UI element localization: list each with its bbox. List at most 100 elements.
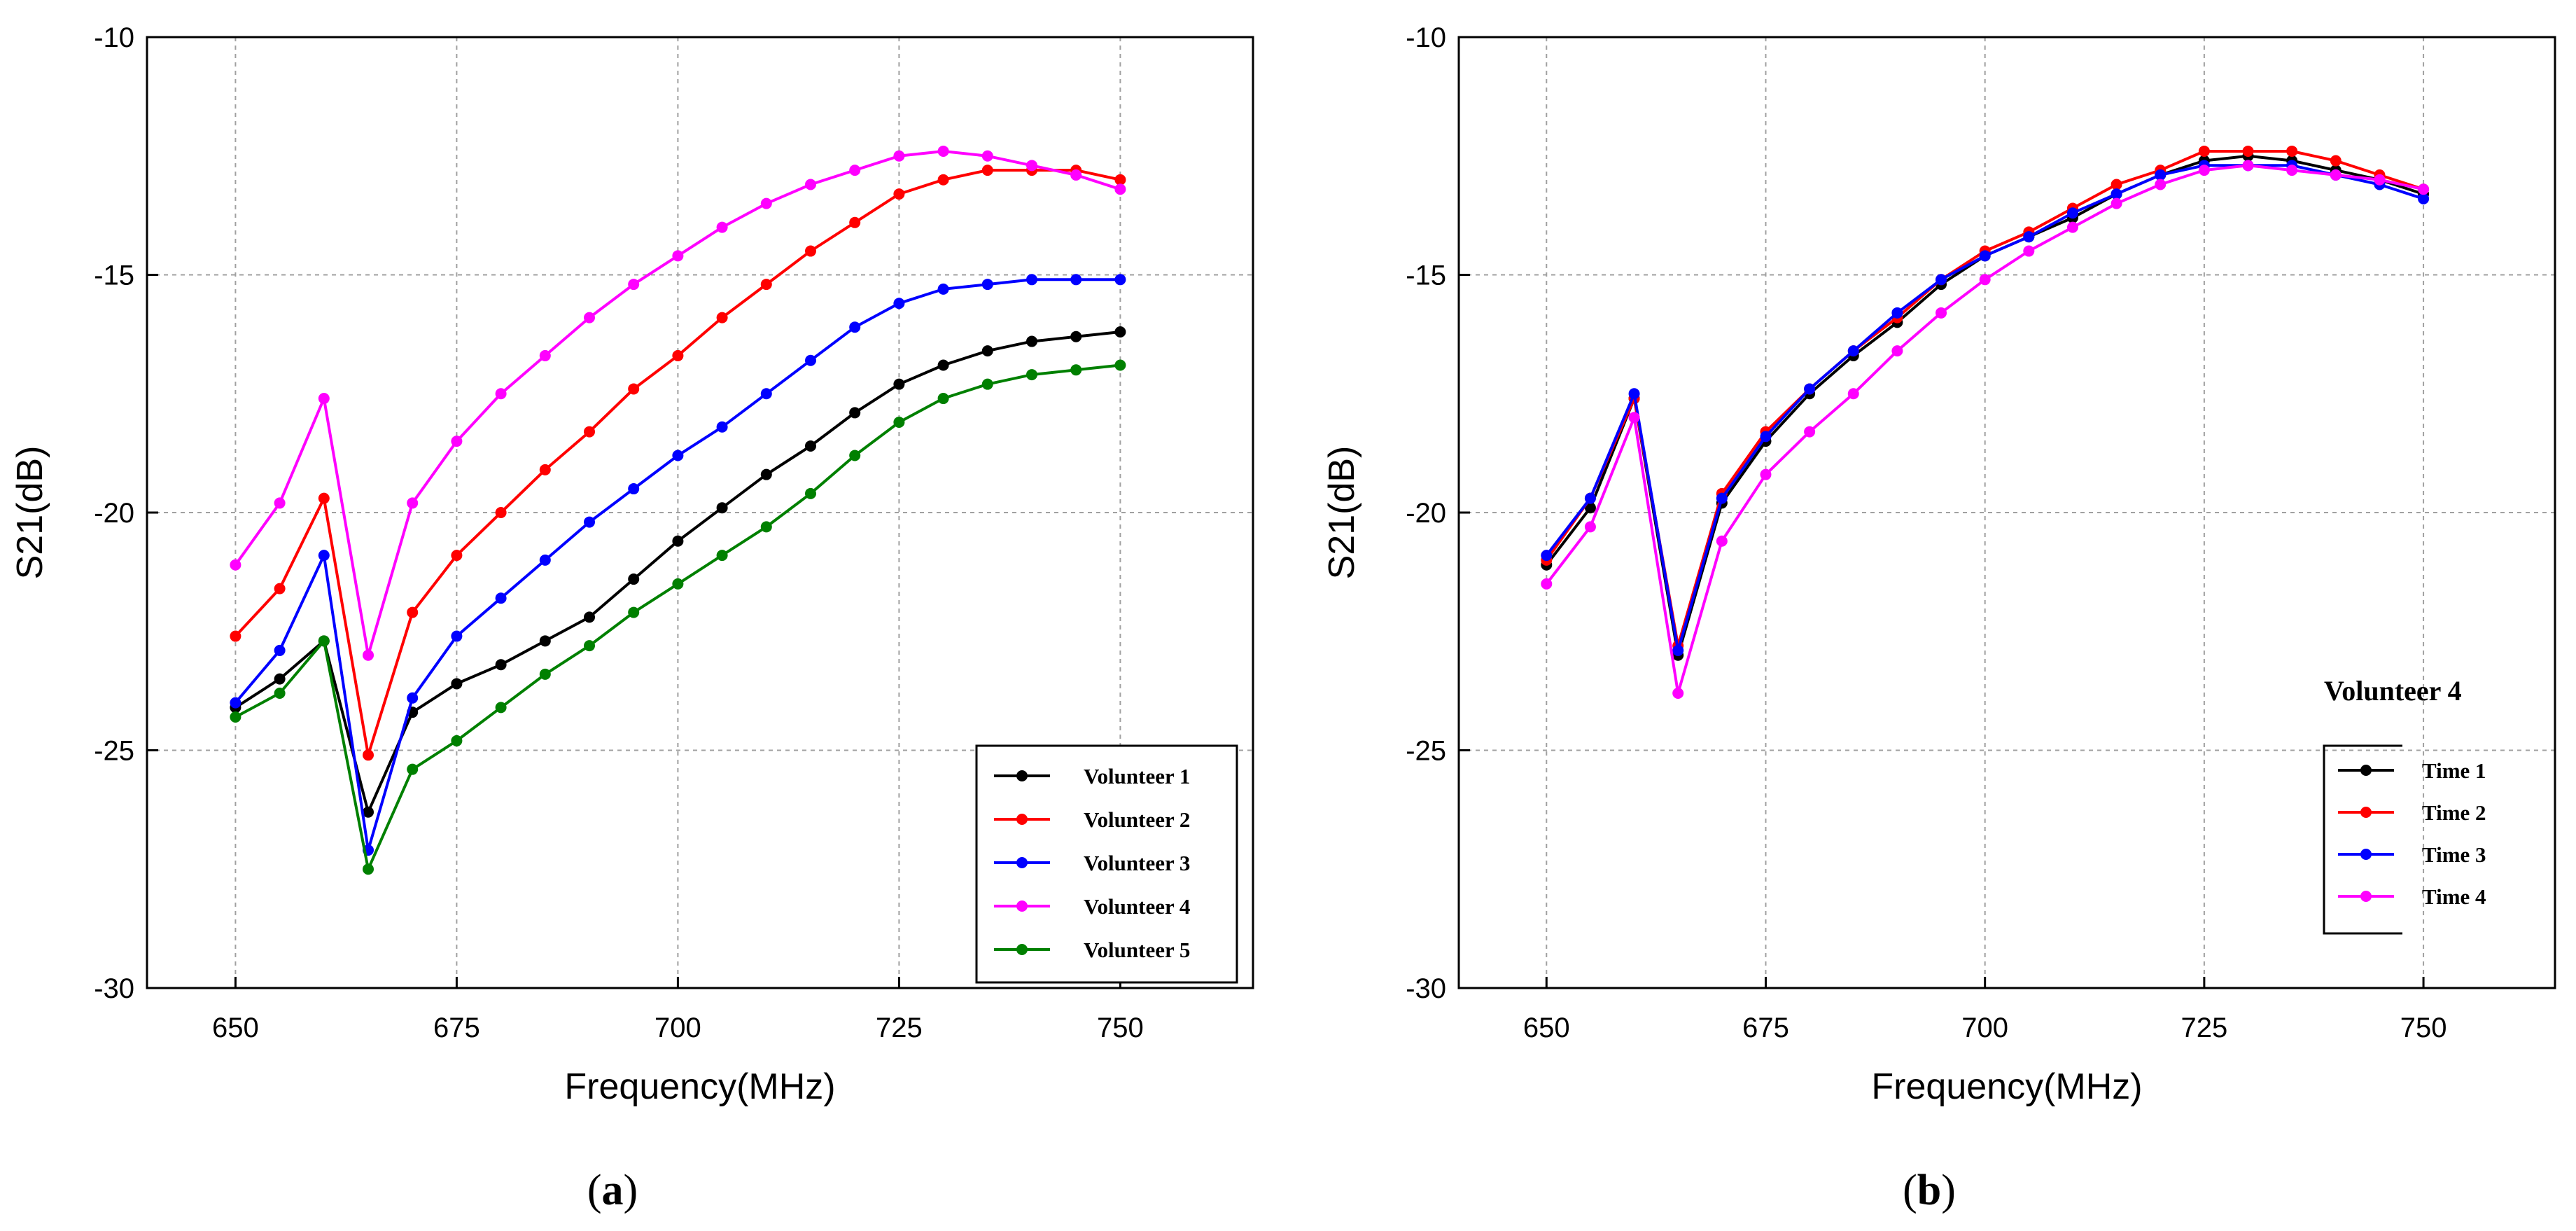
chart-a-series-4-point	[407, 497, 419, 509]
chart-a-series-2-point	[274, 583, 286, 594]
chart-a-series-3-point	[805, 354, 816, 366]
chart-a-series-2-point	[584, 426, 595, 438]
chart-a-series-1-point	[1114, 326, 1126, 338]
chart-b-series-4-point	[1979, 274, 1991, 286]
chart-a-series-3-point	[318, 550, 330, 562]
chart-a-series-2-point	[230, 630, 241, 642]
chart-b-series-4-point	[2066, 221, 2078, 233]
chart-b-series-4-point	[1628, 412, 1640, 424]
chart-b-series-4-point	[1541, 578, 1553, 590]
chart-a-series-3-point	[451, 630, 463, 642]
chart-a-x-tick-label: 675	[433, 1013, 480, 1043]
chart-a-series-2-point	[672, 349, 684, 361]
chart-a-series-1-point	[1026, 335, 1037, 347]
chart-b-series-3-point	[1760, 431, 1772, 443]
chart-a-x-axis-title: Frequency(MHz)	[564, 1066, 835, 1107]
chart-b-series-4-point	[1804, 426, 1816, 438]
chart-a-series-1-point	[451, 678, 463, 690]
chart-a-series-5-point	[451, 735, 463, 746]
chart-a-series-3-point	[716, 421, 728, 433]
chart-a-series-5-point	[363, 863, 374, 875]
chart-a-y-tick-label: -20	[94, 498, 134, 529]
chart-b-x-tick-label: 750	[2400, 1013, 2447, 1043]
chart-b-series-4-point	[2242, 160, 2254, 172]
chart-a-series-4-point	[628, 279, 640, 291]
chart-a-legend-swatch-marker	[1016, 944, 1028, 955]
chart-b-series-3-point	[1584, 492, 1596, 504]
chart-a-series-5-point	[1026, 369, 1037, 381]
chart-b-legend-swatch-marker	[2360, 807, 2372, 818]
chart-b-series-4-point	[1672, 688, 1684, 700]
chart-b-series-3-point	[2418, 193, 2430, 204]
chart-a-series-2-point	[628, 383, 640, 395]
chart-a-series-3-point	[672, 450, 684, 461]
chart-a-series-5-point	[495, 702, 507, 714]
chart-a-series-5-point	[318, 635, 330, 647]
chart-b-series-4-point	[2198, 165, 2210, 176]
chart-a-series-5-point	[849, 450, 861, 461]
chart-a-series-2-point	[539, 464, 551, 475]
chart-a-series-3-point	[849, 321, 861, 333]
chart-a-series-4-point	[805, 179, 816, 190]
chart-a-series-1-point	[805, 440, 816, 452]
chart-b-series-4-point	[2286, 165, 2298, 176]
chart-a-series-3-point	[981, 279, 993, 291]
chart-a-series-4-point	[1070, 169, 1082, 181]
chart-b-series-4-point	[1584, 521, 1596, 533]
chart-a-legend-label: Volunteer 2	[1084, 807, 1190, 832]
chart-b-series-4-point	[2110, 197, 2122, 209]
chart-b-series-3-point	[1541, 550, 1553, 562]
chart-a-series-3-point	[230, 697, 241, 709]
chart-b-series-4-point	[1760, 468, 1772, 480]
chart-b-legend-swatch-marker	[2360, 891, 2372, 902]
chart-a-series-4-point	[672, 250, 684, 262]
chart-a-legend-label: Volunteer 1	[1084, 764, 1190, 788]
chart-a-series-1-point	[1070, 331, 1082, 342]
chart-b-legend-swatch-marker	[2360, 765, 2372, 776]
chart-a-series-3-point	[1070, 274, 1082, 286]
chart-b-x-tick-label: 700	[1961, 1013, 2008, 1043]
chart-a-series-2-point	[363, 749, 374, 761]
chart-a-series-4-point	[760, 197, 772, 209]
chart-a-series-4-point	[451, 436, 463, 447]
chart-a-series-2-point	[318, 492, 330, 504]
chart-b-x-tick-label: 725	[2181, 1013, 2228, 1043]
chart-a-series-4-point	[230, 559, 241, 571]
chart-a-legend-label: Volunteer 4	[1084, 894, 1190, 919]
chart-a-series-4-point	[849, 165, 861, 176]
chart-b-series-3-point	[1716, 492, 1728, 504]
chart-a-series-1-point	[893, 378, 905, 390]
chart-b-series-4-point	[1935, 307, 1947, 319]
chart-a-series-1-point	[363, 806, 374, 818]
chart-a-series-5-point	[716, 550, 728, 562]
chart-a-series-3-point	[1114, 274, 1126, 286]
chart-a-series-2-point	[1114, 174, 1126, 186]
chart-a-series-5-point	[407, 763, 419, 775]
chart-b-series-4-point	[2023, 245, 2035, 257]
chart-a-series-2-point	[981, 165, 993, 176]
chart-b-panel-caption: (b)	[1903, 1167, 1956, 1214]
chart-a-series-1-point	[584, 611, 595, 623]
chart-b-series-2-point	[2330, 155, 2342, 167]
chart-a-y-tick-label: -15	[94, 260, 134, 291]
chart-a-series-1-point	[628, 573, 640, 585]
chart-a-series-5-point	[628, 606, 640, 618]
chart-a-series-4-point	[981, 150, 993, 162]
chart-a-series-5-point	[981, 378, 993, 390]
chart-a-x-tick-label: 725	[876, 1013, 923, 1043]
chart-a-series-3-point	[760, 388, 772, 400]
chart-a-series-5-point	[937, 393, 949, 405]
chart-b-series-3-point	[1891, 307, 1903, 319]
chart-a-series-3-point	[584, 516, 595, 528]
chart-a-series-5-point	[805, 487, 816, 499]
chart-a-series-1-point	[672, 535, 684, 547]
chart-a-series-3-point	[628, 483, 640, 495]
chart-a-series-1-point	[274, 673, 286, 685]
chart-b-series-4-point	[2374, 174, 2386, 186]
chart-b-series-3-point	[2066, 207, 2078, 219]
chart-b-series-1-point	[1584, 502, 1596, 514]
chart-a-series-2-point	[495, 507, 507, 518]
chart-b-x-tick-label: 675	[1742, 1013, 1789, 1043]
chart-a-panel: 650 675 700 725 750 -10 -15 -20 -25 -30 Frequency(…	[10, 22, 1254, 1214]
